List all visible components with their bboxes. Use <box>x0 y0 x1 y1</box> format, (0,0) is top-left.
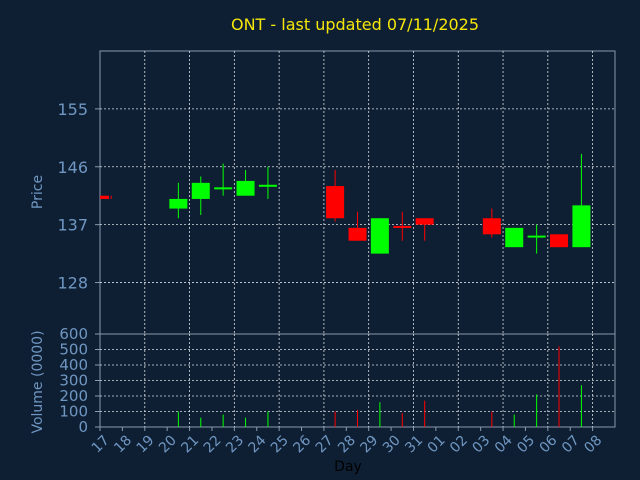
x-tick-label: 03 <box>469 432 493 456</box>
candle <box>348 211 367 241</box>
volume-tick-label: 300 <box>59 372 88 390</box>
candle-body <box>550 234 569 248</box>
price-axis-label: Price <box>30 175 46 209</box>
candle-body <box>572 205 591 248</box>
candle-body <box>191 182 210 199</box>
candle-body <box>527 235 546 238</box>
price-panel-frame <box>99 50 616 335</box>
x-tick-label: 07 <box>559 432 583 456</box>
candles <box>100 153 591 254</box>
candle <box>326 169 345 222</box>
x-tick-label: 01 <box>425 432 449 456</box>
x-tick-label: 18 <box>111 432 135 456</box>
candle-body <box>348 227 367 241</box>
candle <box>505 227 524 248</box>
price-tick-label: 155 <box>57 100 88 119</box>
volume-axis-label: Volume (0000) <box>30 330 46 433</box>
x-tick-label: 20 <box>156 432 180 456</box>
candle <box>550 234 569 248</box>
x-tick-label: 19 <box>134 432 158 456</box>
x-tick-label: 17 <box>89 432 113 456</box>
price-tick-label: 146 <box>57 158 88 177</box>
candle <box>572 153 591 248</box>
volume-tick-label: 400 <box>59 356 88 374</box>
candle <box>236 169 255 196</box>
x-tick-label: 29 <box>358 432 382 456</box>
candle <box>169 182 188 219</box>
x-tick-label: 31 <box>402 432 426 456</box>
volume-tick-label: 0 <box>78 418 88 436</box>
x-tick-label: 21 <box>178 432 202 456</box>
candle <box>100 195 112 199</box>
price-grid <box>100 51 615 334</box>
candle-body <box>236 180 255 196</box>
x-tick-label: 22 <box>201 432 225 456</box>
price-y-ticks: 128 137 146 155 <box>57 100 100 293</box>
price-tick-label: 137 <box>57 216 88 235</box>
candle <box>527 224 546 254</box>
candle <box>191 176 210 216</box>
x-tick-label: 30 <box>380 432 404 456</box>
x-tick-label: 24 <box>246 432 270 456</box>
candle-body <box>393 225 412 228</box>
candle-body <box>100 195 109 199</box>
volume-grid <box>100 334 615 427</box>
candle <box>214 163 233 196</box>
candle <box>482 208 501 238</box>
candle-body <box>415 218 434 225</box>
volume-tick-label: 500 <box>59 341 88 359</box>
chart-title: ONT - last updated 07/11/2025 <box>231 15 479 34</box>
volume-tick-label: 200 <box>59 387 88 405</box>
volume-tick-label: 100 <box>59 403 88 421</box>
candle <box>393 211 412 241</box>
candle-body <box>169 198 188 209</box>
candle <box>415 218 434 241</box>
candle-body <box>214 187 233 190</box>
x-tick-label: 28 <box>335 432 359 456</box>
candle-body <box>505 227 524 248</box>
x-tick-label: 23 <box>223 432 247 456</box>
volume-bars <box>177 346 582 427</box>
x-tick-label: 05 <box>514 432 538 456</box>
candle-body <box>370 218 389 254</box>
x-axis-label: Day <box>334 459 362 475</box>
price-panel: 128 137 146 155 Price <box>30 50 616 335</box>
volume-tick-label: 600 <box>59 325 88 343</box>
x-tick-label: 27 <box>313 432 337 456</box>
candle-body <box>326 186 345 219</box>
price-tick-label: 128 <box>57 274 88 293</box>
candle <box>370 218 389 254</box>
candle <box>258 166 277 199</box>
x-tick-label: 02 <box>447 432 471 456</box>
x-tick-label: 08 <box>581 432 605 456</box>
candle-body <box>258 184 277 187</box>
x-tick-label: 04 <box>492 432 516 456</box>
candle-body <box>482 218 501 235</box>
x-tick-label: 25 <box>268 432 292 456</box>
x-axis-ticks: 1718192021222324252627282930310102030405… <box>89 427 605 456</box>
x-tick-label: 26 <box>290 432 314 456</box>
x-tick-label: 06 <box>537 432 561 456</box>
